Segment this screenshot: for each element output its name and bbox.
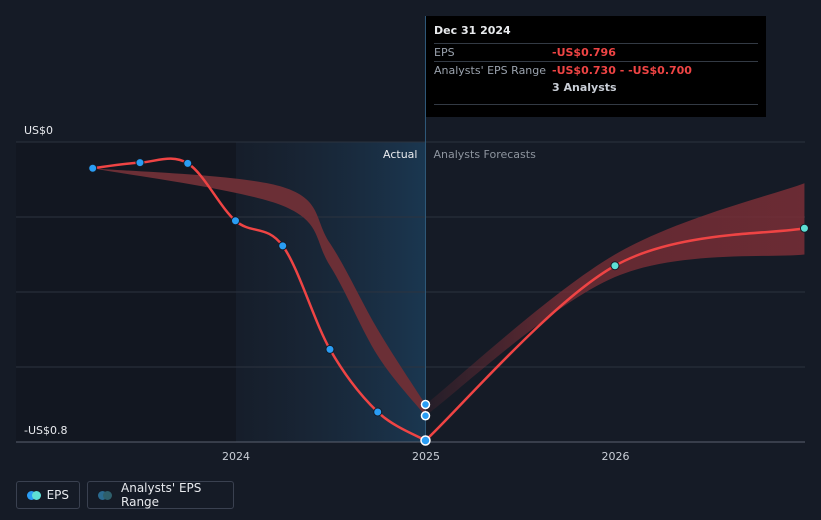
forecast-point — [799, 223, 809, 233]
tooltip-range-value: -US$0.730 - -US$0.700 — [552, 64, 692, 77]
range-point — [420, 399, 431, 410]
x-tick-label: 2026 — [601, 450, 629, 463]
legend-range-label: Analysts' EPS Range — [121, 481, 202, 509]
legend-eps[interactable]: EPS — [16, 481, 80, 509]
x-tick-label: 2025 — [412, 450, 440, 463]
legend-range[interactable]: Analysts' EPS Range — [87, 481, 234, 509]
x-tick-label: 2024 — [222, 450, 250, 463]
eps-point — [88, 163, 98, 173]
tooltip-eps-value: -US$0.796 — [552, 46, 616, 59]
eps-legend-icon — [27, 490, 41, 500]
tooltip: Dec 31 2024 EPS -US$0.796 Analysts' EPS … — [426, 16, 766, 117]
tooltip-range-row: Analysts' EPS Range -US$0.730 - -US$0.70… — [434, 61, 758, 79]
eps-point — [183, 158, 193, 168]
eps-point — [373, 407, 383, 417]
analysts-eps-range-band — [425, 183, 805, 416]
actual-label: Actual — [383, 148, 417, 161]
forecast-point — [610, 261, 620, 271]
eps-point — [230, 216, 240, 226]
highlighted-point — [420, 435, 431, 446]
range-point — [420, 411, 431, 421]
tooltip-range-label: Analysts' EPS Range — [434, 64, 547, 77]
eps-point — [325, 344, 335, 354]
tooltip-date: Dec 31 2024 — [434, 24, 511, 37]
eps-point — [278, 241, 288, 251]
y-label-bottom: -US$0.8 — [24, 424, 68, 437]
tooltip-eps-label: EPS — [434, 46, 455, 59]
tooltip-eps-row: EPS -US$0.796 — [434, 43, 758, 61]
eps-line — [92, 157, 427, 442]
forecast-label: Analysts Forecasts — [433, 148, 536, 161]
y-label-top: US$0 — [24, 124, 53, 137]
range-legend-icon — [98, 490, 113, 500]
legend-eps-label: EPS — [46, 488, 69, 502]
tooltip-divider — [434, 104, 758, 105]
tooltip-analysts: 3 Analysts — [552, 81, 617, 94]
tooltip-analysts-row: 3 Analysts — [434, 79, 758, 96]
eps-point — [135, 158, 145, 168]
